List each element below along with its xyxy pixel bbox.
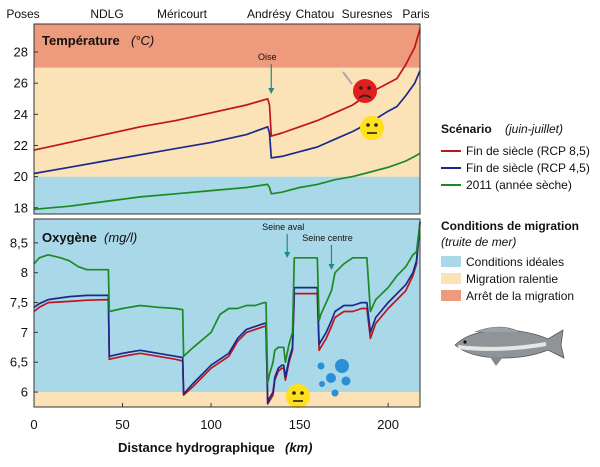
legend-swatch-slowed (441, 273, 461, 284)
oxy-annotation-label: Seine centre (302, 233, 353, 243)
temperature-title-text: Température (42, 33, 120, 48)
legend-label-ideal: Conditions idéales (466, 255, 564, 269)
oxygen-frame (33, 218, 421, 408)
oxy-xtick-label: 200 (377, 417, 399, 432)
temp-ytick-label: 20 (14, 169, 28, 184)
oxy-zone-1 (34, 392, 420, 407)
oxy-annotation-arrowhead (328, 264, 335, 270)
oxygen-y-ticks: 6 6,5 7 7,5 8 8,5 (10, 235, 38, 400)
emoji-angry-icon (342, 71, 377, 103)
oxy-annotation-arrowhead (284, 252, 291, 258)
trout-icon (454, 326, 565, 366)
location-chatou: Chatou (296, 7, 335, 21)
legend-label-rcp85: Fin de siècle (RCP 8,5) (466, 144, 590, 158)
legend-label-slowed: Migration ralentie (466, 272, 558, 286)
oxy-ytick-label: 6,5 (10, 355, 28, 370)
oxygen-x-ticks: 0 50 100 150 200 (30, 403, 399, 432)
temp-annotation-arrowhead (268, 88, 275, 94)
temp-annotation-label: Oise (258, 52, 277, 62)
legend-migration-subtitle: (truite de mer) (441, 235, 516, 249)
legend-scenario-subtitle: (juin-juillet) (505, 122, 563, 136)
oxy-ytick-label: 6 (21, 385, 28, 400)
temperature-title: Température (°C) (42, 33, 154, 48)
legend-scenario-title: Scénario (441, 122, 492, 136)
location-ndlg: NDLG (90, 7, 123, 21)
temp-ytick-label: 26 (14, 76, 28, 91)
temp-zone-0 (34, 176, 420, 214)
temperature-zones (34, 24, 420, 214)
temp-series-1 (33, 70, 421, 175)
oxy-ytick-label: 8 (21, 265, 28, 280)
x-axis-label-text: Distance hydrographique (118, 440, 275, 455)
x-axis-label-unit: (km) (285, 440, 312, 455)
oxygen-panel: 6 6,5 7 7,5 8 8,5 0 50 100 150 200 Oxygène (mg/l)… (10, 218, 421, 432)
oxy-series-0 (33, 221, 421, 405)
legend-scenario: Scénario (juin-juillet) Fin de siècle (R… (441, 122, 590, 192)
temperature-annotations: Oise (258, 52, 277, 94)
oxygen-zones (34, 219, 420, 407)
location-labels: Poses NDLG Méricourt Andrésy Chatou Sure… (6, 7, 429, 21)
location-paris: Paris (402, 7, 429, 21)
oxy-series-1 (33, 221, 421, 404)
oxy-series-2 (33, 221, 421, 384)
oxygen-bubbles-icon (317, 359, 351, 397)
oxygen-title-text: Oxygène (42, 230, 97, 245)
legend-label-stopped: Arrêt de la migration (466, 289, 574, 303)
temperature-frame (33, 23, 421, 215)
temp-ytick-label: 28 (14, 45, 28, 60)
oxy-xtick-label: 100 (200, 417, 222, 432)
temp-series-2 (33, 152, 421, 211)
legend-swatch-ideal (441, 256, 461, 267)
oxy-xtick-label: 50 (115, 417, 129, 432)
legend-label-2011: 2011 (année sèche) (466, 178, 572, 192)
temperature-series (33, 28, 421, 211)
location-mericourt: Méricourt (157, 7, 208, 21)
oxy-annotation-label: Seine aval (262, 222, 304, 232)
oxy-ytick-label: 8,5 (10, 235, 28, 250)
oxy-ytick-label: 7,5 (10, 295, 28, 310)
oxygen-title-unit: (mg/l) (104, 230, 137, 245)
temp-series-0 (33, 28, 421, 151)
x-axis-label: Distance hydrographique (km) (118, 440, 312, 455)
legend-migration-title: Conditions de migration (441, 219, 579, 233)
temp-ytick-label: 22 (14, 138, 28, 153)
legend-swatch-stopped (441, 290, 461, 301)
oxy-xtick-label: 0 (30, 417, 37, 432)
location-andresy: Andrésy (247, 7, 291, 21)
oxy-ytick-label: 7 (21, 325, 28, 340)
temperature-panel: 18 20 22 24 26 28 Température (°C) Oise (14, 23, 421, 215)
emoji-neutral-icon-top (360, 116, 384, 140)
temp-ytick-label: 18 (14, 200, 28, 215)
oxy-xtick-label: 150 (289, 417, 311, 432)
oxygen-series (33, 221, 421, 405)
temperature-y-ticks: 18 20 22 24 26 28 (14, 45, 38, 215)
location-poses: Poses (6, 7, 39, 21)
emoji-neutral-icon-bottom (286, 384, 310, 408)
temp-ytick-label: 24 (14, 107, 28, 122)
temperature-title-unit: (°C) (131, 33, 154, 48)
oxygen-title: Oxygène (mg/l) (42, 230, 137, 245)
oxy-zone-0 (34, 219, 420, 393)
temp-zone-2 (34, 24, 420, 68)
legend-label-rcp45: Fin de siècle (RCP 4,5) (466, 161, 590, 175)
legend-migration: Conditions de migration (truite de mer) … (441, 219, 579, 303)
location-suresnes: Suresnes (342, 7, 393, 21)
